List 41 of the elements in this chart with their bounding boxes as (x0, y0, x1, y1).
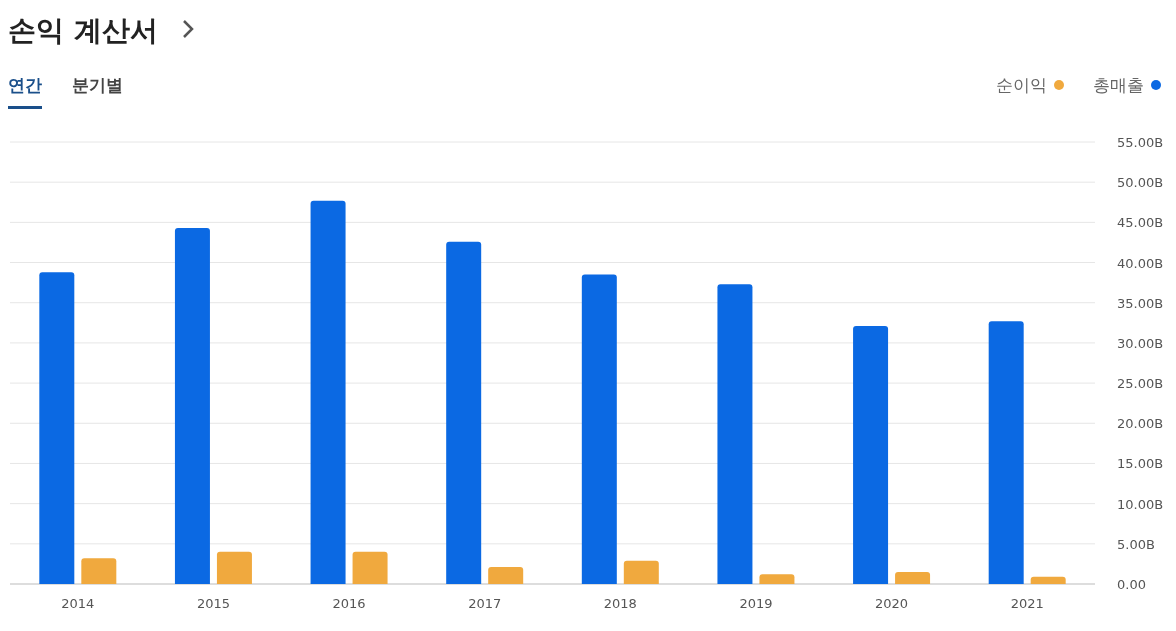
text: 분기별 (72, 75, 123, 95)
bar (39, 272, 75, 584)
y-tick-label: 25.00B (1117, 376, 1164, 392)
y-tick-label: 45.00B (1117, 215, 1164, 231)
bar (446, 241, 482, 584)
bar (310, 200, 346, 584)
y-tick-label: 55.00B (1117, 135, 1164, 150)
bar (352, 551, 388, 584)
bar (216, 551, 252, 584)
bar (717, 284, 753, 584)
x-tick-label: 2014 (61, 596, 95, 611)
text: 연간 (8, 75, 42, 95)
x-tick-label: 2017 (468, 596, 502, 611)
y-tick-label: 0.00 (1117, 577, 1146, 592)
bar (853, 326, 889, 584)
legend-label: 순이익 (996, 75, 1047, 95)
bar (81, 558, 117, 584)
x-tick-label: 2020 (875, 596, 909, 611)
y-tick-label: 50.00B (1117, 175, 1164, 191)
y-tick-label: 30.00B (1117, 335, 1164, 351)
bar (488, 567, 524, 584)
bar (988, 321, 1024, 584)
bar (895, 571, 931, 584)
x-tick-label: 2016 (332, 596, 366, 611)
bar (581, 274, 617, 584)
x-tick-label: 2021 (1010, 596, 1044, 611)
bar (759, 574, 795, 584)
legend-label: 총매출 (1093, 75, 1144, 95)
chart-title: 손익 계산서 (8, 14, 158, 47)
bar (1030, 576, 1066, 584)
bar (623, 560, 659, 584)
y-tick-label: 20.00B (1117, 416, 1164, 432)
bar (174, 227, 210, 584)
y-tick-label: 10.00B (1117, 496, 1164, 512)
y-tick-label: 15.00B (1117, 456, 1164, 472)
y-tick-label: 35.00B (1117, 295, 1164, 311)
y-tick-label: 5.00B (1117, 536, 1155, 552)
y-tick-label: 40.00B (1117, 255, 1164, 271)
x-tick-label: 2018 (603, 596, 637, 611)
x-tick-label: 2015 (196, 596, 230, 611)
x-tick-label: 2019 (739, 596, 773, 611)
